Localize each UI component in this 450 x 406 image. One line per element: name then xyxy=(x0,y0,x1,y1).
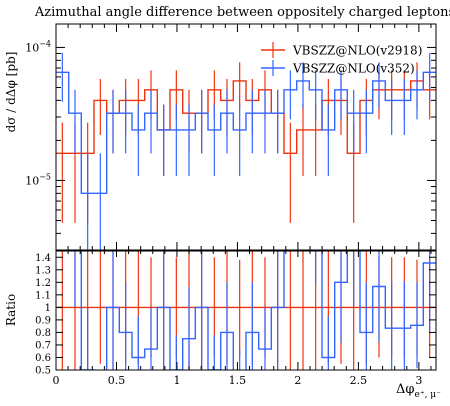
legend-label-0: VBSZZ@NLO(v2918) xyxy=(292,44,422,58)
ratio-tick-label: 0.8 xyxy=(35,328,51,339)
main-panel-marks xyxy=(56,52,436,250)
main-histograms xyxy=(56,52,436,250)
ratio-frame xyxy=(55,250,437,371)
y-axis-label: dσ / dΔφ [pb] xyxy=(4,52,18,133)
ratio-tick-label: 0.7 xyxy=(35,340,51,351)
x-tick-label: 0 xyxy=(53,374,60,387)
ratio-panel-marks xyxy=(56,251,436,370)
ratio-y-axis-label: Ratio xyxy=(4,294,18,326)
axes: 0 0.5 1 1.5 2 2.5 310−410−51.41.31.21.110.90.8… xyxy=(25,23,437,387)
ratio-tick-label: 0.9 xyxy=(35,315,51,326)
legend-label-1: VBSZZ@NLO(v352) xyxy=(292,62,415,76)
y-tick-label: 10−4 xyxy=(25,39,51,54)
x-tick-label: 1.5 xyxy=(229,374,247,387)
ratio-histograms xyxy=(56,251,436,370)
ratio-tick-label: 1.1 xyxy=(35,290,51,301)
ratio-tick-label: 1.2 xyxy=(35,278,51,289)
series-1-ratio xyxy=(80,251,436,370)
x-tick-label: 1 xyxy=(173,374,180,387)
x-tick-label: 3 xyxy=(415,374,422,387)
ratio-tick-label: 0.6 xyxy=(35,353,51,364)
ratio-tick-label: 1.4 xyxy=(35,253,51,264)
x-tick-label: 2.5 xyxy=(350,374,368,387)
y-tick-label: 10−5 xyxy=(25,172,51,187)
ratio-tick-label: 1.3 xyxy=(35,265,51,276)
main-frame xyxy=(55,23,437,251)
x-axis-label: Δφe⁺, μ⁻ xyxy=(396,382,441,400)
legend: VBSZZ@NLO(v2918) VBSZZ@NLO(v352) xyxy=(261,42,422,76)
x-tick-label: 2 xyxy=(294,374,301,387)
chart-title: Azimuthal angle difference between oppos… xyxy=(34,5,450,20)
ratio-tick-label: 1 xyxy=(45,303,51,314)
ratio-tick-label: 0.5 xyxy=(35,366,51,377)
x-tick-label: 0.5 xyxy=(108,374,126,387)
